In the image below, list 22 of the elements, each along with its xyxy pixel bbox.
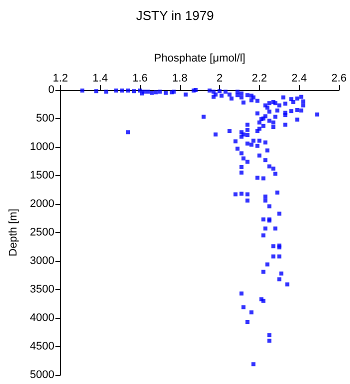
y-tick-label: 1000 — [30, 141, 54, 153]
y-tick-label: 0 — [48, 84, 54, 96]
x-tick-label: 1.2 — [52, 72, 68, 84]
x-tick-label: 2 — [216, 72, 223, 84]
x-tick-label: 1.4 — [92, 72, 108, 84]
y-axis-title: Depth [m] — [8, 208, 20, 256]
y-tick-label: 3000 — [30, 255, 54, 267]
y-tick-label: 3500 — [30, 284, 54, 296]
y-tick-label: 500 — [36, 112, 54, 124]
y-tick-label: 2000 — [30, 198, 54, 210]
x-tick-label: 2.6 — [331, 72, 347, 84]
y-tick-label: 2500 — [30, 226, 54, 238]
y-tick-label: 1500 — [30, 170, 54, 182]
y-tick-label: 5000 — [30, 369, 54, 381]
x-axis-title: Phosphate [μmol/l] — [154, 52, 246, 64]
y-tick-label: 4500 — [30, 340, 54, 352]
x-tick-label: 2.2 — [252, 72, 268, 84]
y-tick-label: 4000 — [30, 312, 54, 324]
x-tick-label: 1.8 — [172, 72, 188, 84]
x-tick-label: 1.6 — [132, 72, 148, 84]
x-tick-label: 2.4 — [292, 72, 307, 84]
chart-title: JSTY in 1979 — [136, 8, 214, 23]
